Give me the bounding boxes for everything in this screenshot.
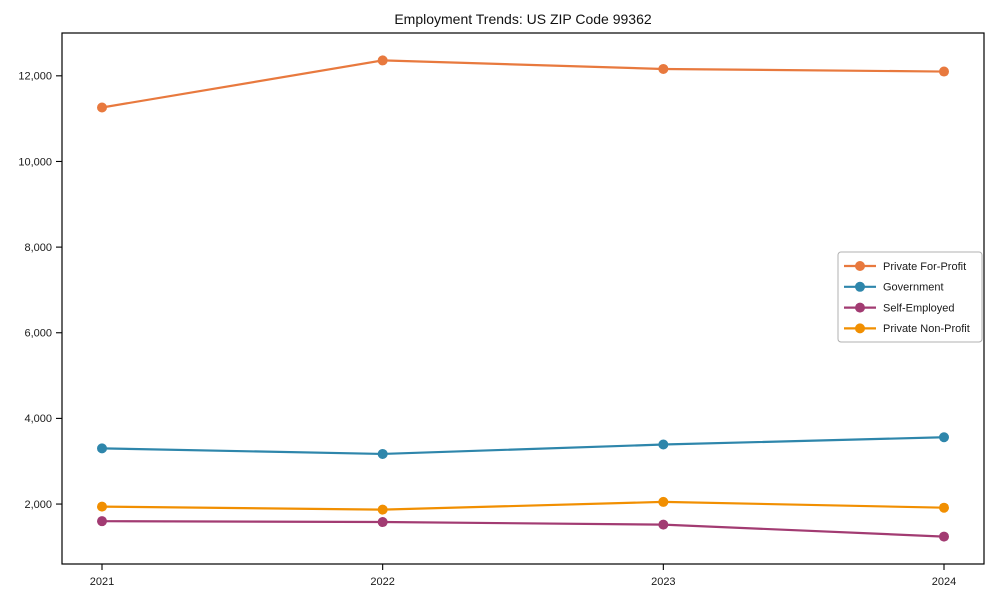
legend-label-self-employed: Self-Employed <box>883 302 955 314</box>
data-point-self-employed <box>97 516 107 527</box>
x-tick-label: 2024 <box>932 576 956 588</box>
data-point-government <box>939 432 949 443</box>
legend-label-private-for-profit: Private For-Profit <box>883 261 966 273</box>
data-point-private-non-profit <box>658 496 669 507</box>
chart-title: Employment Trends: US ZIP Code 99362 <box>394 11 652 27</box>
x-tick-label: 2021 <box>90 576 114 588</box>
series-line-private-non-profit <box>101 500 945 511</box>
series-line-self-employed <box>101 520 945 538</box>
x-tick-label: 2022 <box>370 576 394 588</box>
data-point-private-for-profit <box>377 55 388 66</box>
series-line-government <box>101 436 945 456</box>
data-point-private-non-profit <box>377 504 388 515</box>
data-point-private-for-profit <box>939 66 949 77</box>
legend-label-government: Government <box>883 282 944 294</box>
x-tick-label: 2023 <box>651 576 675 588</box>
y-tick-label: 12,000 <box>18 71 52 83</box>
data-point-government <box>97 443 107 454</box>
data-point-private-non-profit <box>939 502 949 513</box>
data-point-private-non-profit <box>97 501 107 512</box>
legend-swatch-marker-self-employed <box>855 302 865 313</box>
data-point-private-for-profit <box>97 102 107 113</box>
data-point-government <box>658 439 669 450</box>
legend-swatch-marker-private-for-profit <box>855 261 865 271</box>
data-point-private-for-profit <box>658 63 669 74</box>
y-tick-label: 8,000 <box>24 242 52 254</box>
y-tick-label: 4,000 <box>24 413 52 425</box>
y-tick-label: 10,000 <box>18 156 52 168</box>
y-tick-label: 6,000 <box>24 328 52 340</box>
legend-label-private-non-profit: Private Non-Profit <box>883 323 970 335</box>
data-point-self-employed <box>377 517 388 528</box>
data-point-government <box>377 448 388 459</box>
data-point-self-employed <box>658 519 669 530</box>
legend-swatch-marker-private-non-profit <box>855 323 865 334</box>
legend-box <box>837 251 983 343</box>
series-line-private-for-profit <box>101 59 945 109</box>
plot-frame <box>61 32 985 565</box>
y-tick-label: 2,000 <box>24 499 52 511</box>
data-point-self-employed <box>939 531 949 542</box>
legend-swatch-marker-government <box>855 281 865 292</box>
